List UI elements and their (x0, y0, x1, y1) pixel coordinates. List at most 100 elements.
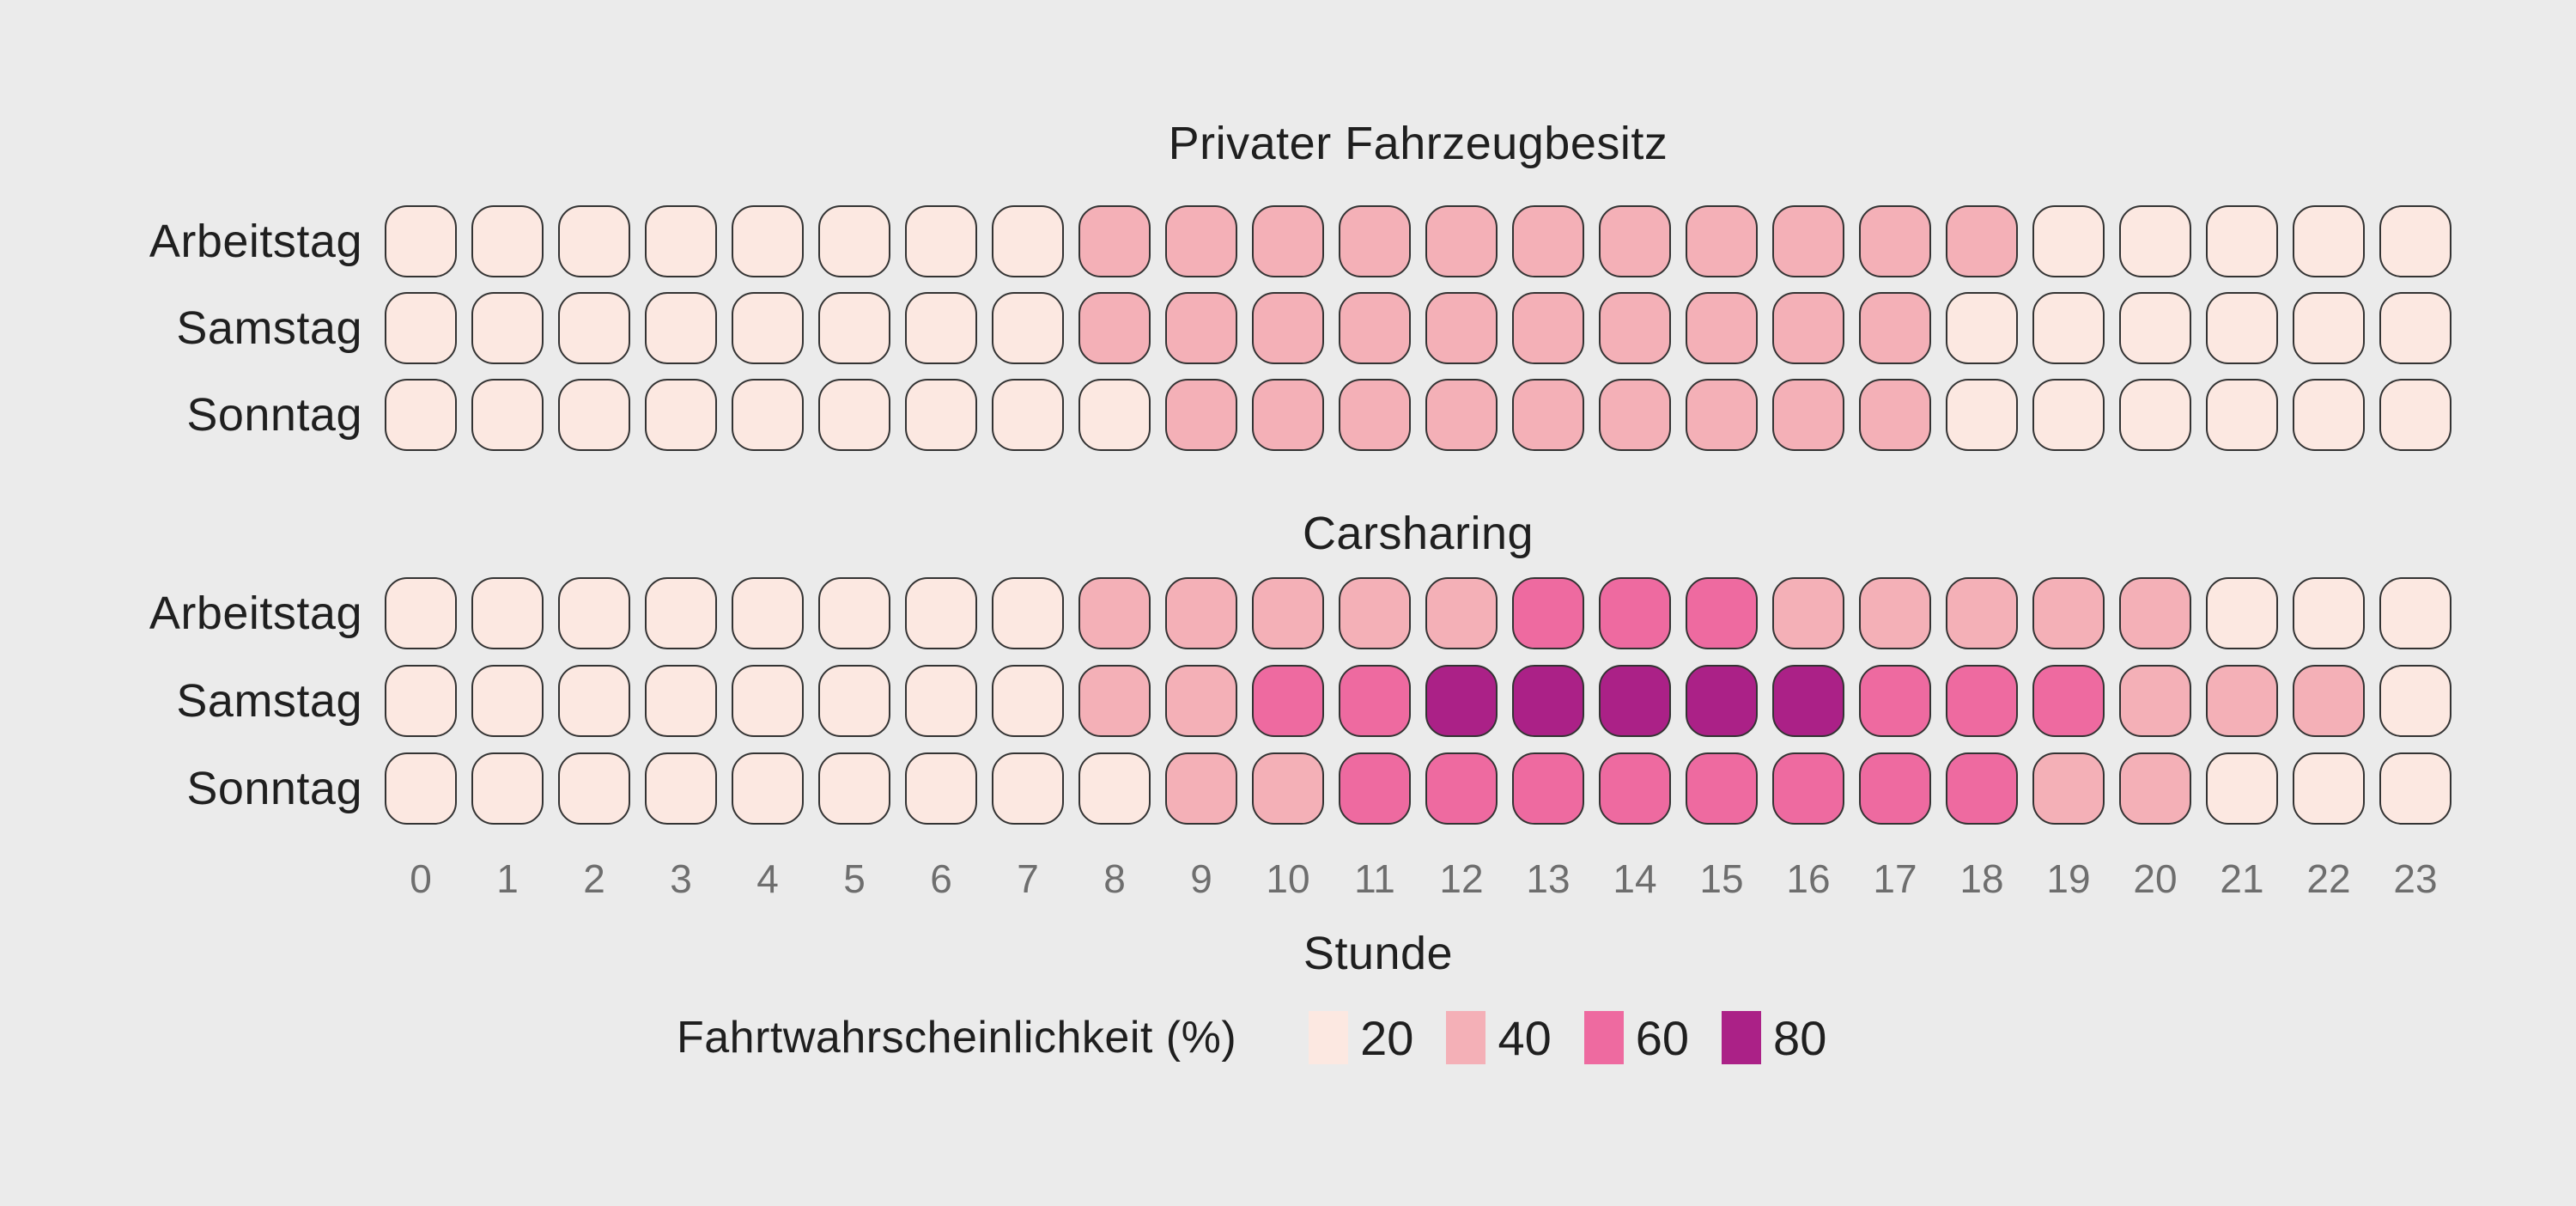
heatmap-cell (818, 205, 890, 277)
heatmap-cell (2206, 205, 2278, 277)
x-tick-label: 18 (1959, 856, 2004, 901)
legend-value-20: 20 (1360, 1010, 1414, 1065)
heatmap-cell (905, 292, 977, 364)
heatmap-cell (2293, 665, 2365, 737)
heatmap-cell (1512, 292, 1584, 364)
heatmap-cell (732, 665, 804, 737)
heatmap-cell (1686, 292, 1758, 364)
x-tick-label: 3 (670, 856, 692, 901)
heatmap-cell (818, 752, 890, 825)
heatmap-cell (2293, 292, 2365, 364)
heatmap-cell (992, 379, 1064, 451)
heatmap-cell (645, 292, 717, 364)
legend-item-20: 20 (1309, 1010, 1413, 1066)
heatmap-cell (732, 379, 804, 451)
heatmap-cell (1946, 379, 2018, 451)
heatmap-cell (1078, 665, 1151, 737)
heatmap-cell (1339, 665, 1411, 737)
heatmap-cell (2206, 665, 2278, 737)
heatmap-cell (1946, 665, 2018, 737)
heatmap-cell (1859, 665, 1931, 737)
x-tick-label: 11 (1354, 856, 1395, 901)
heatmap-cell (385, 205, 457, 277)
heatmap-cell (2293, 752, 2365, 825)
heatmap-cell (1512, 379, 1584, 451)
x-axis-title: Stunde (1303, 928, 1454, 979)
heatmap-cell (385, 292, 457, 364)
heatmap-row: Arbeitstag (0, 577, 2576, 649)
x-tick-label: 13 (1526, 856, 1571, 901)
heatmap-cell (2379, 292, 2451, 364)
legend-value-40: 40 (1498, 1010, 1552, 1065)
heatmap-row: Sonntag (0, 752, 2576, 825)
x-tick-label: 6 (930, 856, 952, 901)
heatmap-cell (905, 665, 977, 737)
heatmap-cell (385, 577, 457, 649)
heatmap-cell (1686, 205, 1758, 277)
legend-swatch-80 (1722, 1011, 1762, 1064)
heatmap-cell (2379, 752, 2451, 825)
heatmap-cell (1512, 577, 1584, 649)
heatmap-cell (558, 379, 630, 451)
heatmap-cell (818, 577, 890, 649)
heatmap-cell (1425, 292, 1498, 364)
heatmap-cell (1425, 752, 1498, 825)
legend: Fahrtwahrscheinlichkeit (%) 20 40 60 80 (677, 1007, 1859, 1069)
heatmap-cell (1425, 379, 1498, 451)
heatmap-cell (1686, 752, 1758, 825)
heatmap-cell (992, 292, 1064, 364)
heatmap-cell (732, 205, 804, 277)
heatmap-cell (905, 752, 977, 825)
heatmap-cell (2206, 379, 2278, 451)
heatmap-cell (1772, 205, 1844, 277)
row-label: Sonntag (186, 389, 362, 441)
heatmap-cell (1078, 577, 1151, 649)
heatmap-cell (645, 379, 717, 451)
heatmap-cell (1425, 577, 1498, 649)
heatmap-cell (992, 205, 1064, 277)
heatmap-row: Arbeitstag (0, 205, 2576, 277)
heatmap-cell (471, 292, 544, 364)
heatmap-cell (1252, 577, 1324, 649)
heatmap-cell (818, 379, 890, 451)
panel-title-private-ownership: Privater Fahrzeugbesitz (1168, 118, 1668, 169)
heatmap-cell (1946, 577, 2018, 649)
heatmap-cell (1946, 752, 2018, 825)
heatmap-cell (2032, 577, 2105, 649)
heatmap-cell (2379, 665, 2451, 737)
heatmap-cell (2119, 752, 2191, 825)
heatmap-cell (1339, 205, 1411, 277)
heatmap-cell (1078, 379, 1151, 451)
heatmap-cell (2379, 379, 2451, 451)
legend-item-40: 40 (1446, 1010, 1552, 1066)
heatmap-cell (1599, 752, 1671, 825)
x-tick-label: 2 (583, 856, 605, 901)
heatmap-cell (992, 752, 1064, 825)
heatmap-cell (1512, 205, 1584, 277)
heatmap-cell (818, 292, 890, 364)
heatmap-cell (1772, 292, 1844, 364)
heatmap-cell (2119, 379, 2191, 451)
heatmap-cell (1686, 379, 1758, 451)
heatmap-cell (471, 379, 544, 451)
heatmap-cell (2119, 205, 2191, 277)
heatmap-cell (1599, 379, 1671, 451)
heatmap-cell (1512, 752, 1584, 825)
heatmap-cell (732, 292, 804, 364)
heatmap-cell (645, 577, 717, 649)
heatmap-cell (1339, 379, 1411, 451)
heatmap-cell (558, 292, 630, 364)
heatmap-cell (1252, 752, 1324, 825)
heatmap-cell (1512, 665, 1584, 737)
panel-title-carsharing: Carsharing (1302, 508, 1534, 559)
heatmap-cell (645, 665, 717, 737)
x-tick-label: 22 (2306, 856, 2351, 901)
heatmap-cell (2032, 665, 2105, 737)
legend-value-60: 60 (1635, 1010, 1690, 1065)
heatmap-cell (992, 577, 1064, 649)
heatmap-cell (1425, 665, 1498, 737)
heatmap-cell (1772, 752, 1844, 825)
heatmap-cell (1339, 292, 1411, 364)
heatmap-cell (1078, 752, 1151, 825)
